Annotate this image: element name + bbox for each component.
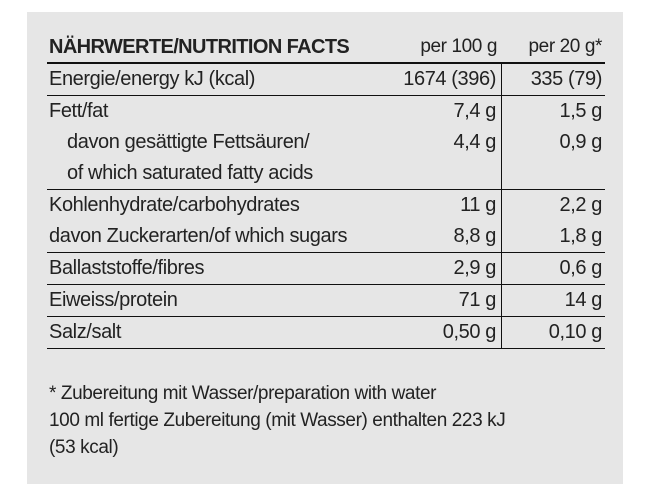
nutrition-table: NÄHRWERTE/NUTRITION FACTS per 100 g per …	[47, 32, 605, 349]
table-row-fibres: Ballaststoffe/fibres 2,9 g 0,6 g	[47, 253, 605, 285]
value-per-20g: 14 g	[564, 289, 603, 311]
value-per-100g: 1674 (396)	[403, 68, 496, 90]
table-title: NÄHRWERTE/NUTRITION FACTS	[49, 36, 350, 58]
nutrition-panel: NÄHRWERTE/NUTRITION FACTS per 100 g per …	[27, 12, 623, 484]
row-label: Energie/energy kJ (kcal)	[49, 68, 256, 90]
value-per-100g: 2,9 g	[453, 257, 497, 279]
value-per-100g: 7,4 g	[453, 100, 497, 122]
value-per-20g-sub: 1,8 g	[559, 225, 603, 247]
row-label: Salz/salt	[49, 321, 121, 343]
value-per-100g: 0,50 g	[442, 321, 497, 343]
row-sublabel: davon gesättigte Fettsäuren/	[67, 131, 310, 153]
row-label: Kohlenhydrate/carbohydrates	[49, 194, 300, 216]
value-per-100g-sub: 4,4 g	[453, 131, 497, 153]
value-per-20g: 2,2 g	[559, 194, 603, 216]
row-sublabel-continued: of which saturated fatty acids	[67, 162, 313, 184]
preparation-footnote: * Zubereitung mit Wasser/preparation wit…	[49, 380, 609, 461]
row-label: Ballaststoffe/fibres	[49, 257, 205, 279]
footnote-line: * Zubereitung mit Wasser/preparation wit…	[49, 383, 437, 404]
table-row-protein: Eiweiss/protein 71 g 14 g	[47, 285, 605, 317]
value-per-20g: 335 (79)	[530, 68, 603, 90]
table-row-salt: Salz/salt 0,50 g 0,10 g	[47, 317, 605, 349]
value-per-100g-sub: 8,8 g	[453, 225, 497, 247]
column-header-per-100g: per 100 g	[420, 36, 497, 57]
table-header-row: NÄHRWERTE/NUTRITION FACTS per 100 g per …	[47, 32, 605, 64]
value-per-20g: 0,6 g	[559, 257, 603, 279]
row-sublabel: davon Zuckerarten/of which sugars	[49, 225, 348, 247]
footnote-line: 100 ml fertige Zubereitung (mit Wasser) …	[49, 410, 506, 431]
value-per-20g: 1,5 g	[559, 100, 603, 122]
row-label: Eiweiss/protein	[49, 289, 178, 311]
value-per-100g: 11 g	[460, 194, 496, 216]
value-per-20g: 0,10 g	[548, 321, 603, 343]
table-row-energy: Energie/energy kJ (kcal) 1674 (396) 335 …	[47, 64, 605, 96]
value-per-20g-sub: 0,9 g	[559, 131, 603, 153]
table-row-fat: Fett/fat davon gesättigte Fettsäuren/ of…	[47, 96, 605, 190]
value-per-100g: 71 g	[458, 289, 497, 311]
column-header-per-20g: per 20 g*	[528, 36, 602, 57]
table-row-carbohydrates: Kohlenhydrate/carbohydrates davon Zucker…	[47, 190, 605, 253]
row-label: Fett/fat	[49, 100, 109, 122]
footnote-line: (53 kcal)	[49, 437, 119, 458]
